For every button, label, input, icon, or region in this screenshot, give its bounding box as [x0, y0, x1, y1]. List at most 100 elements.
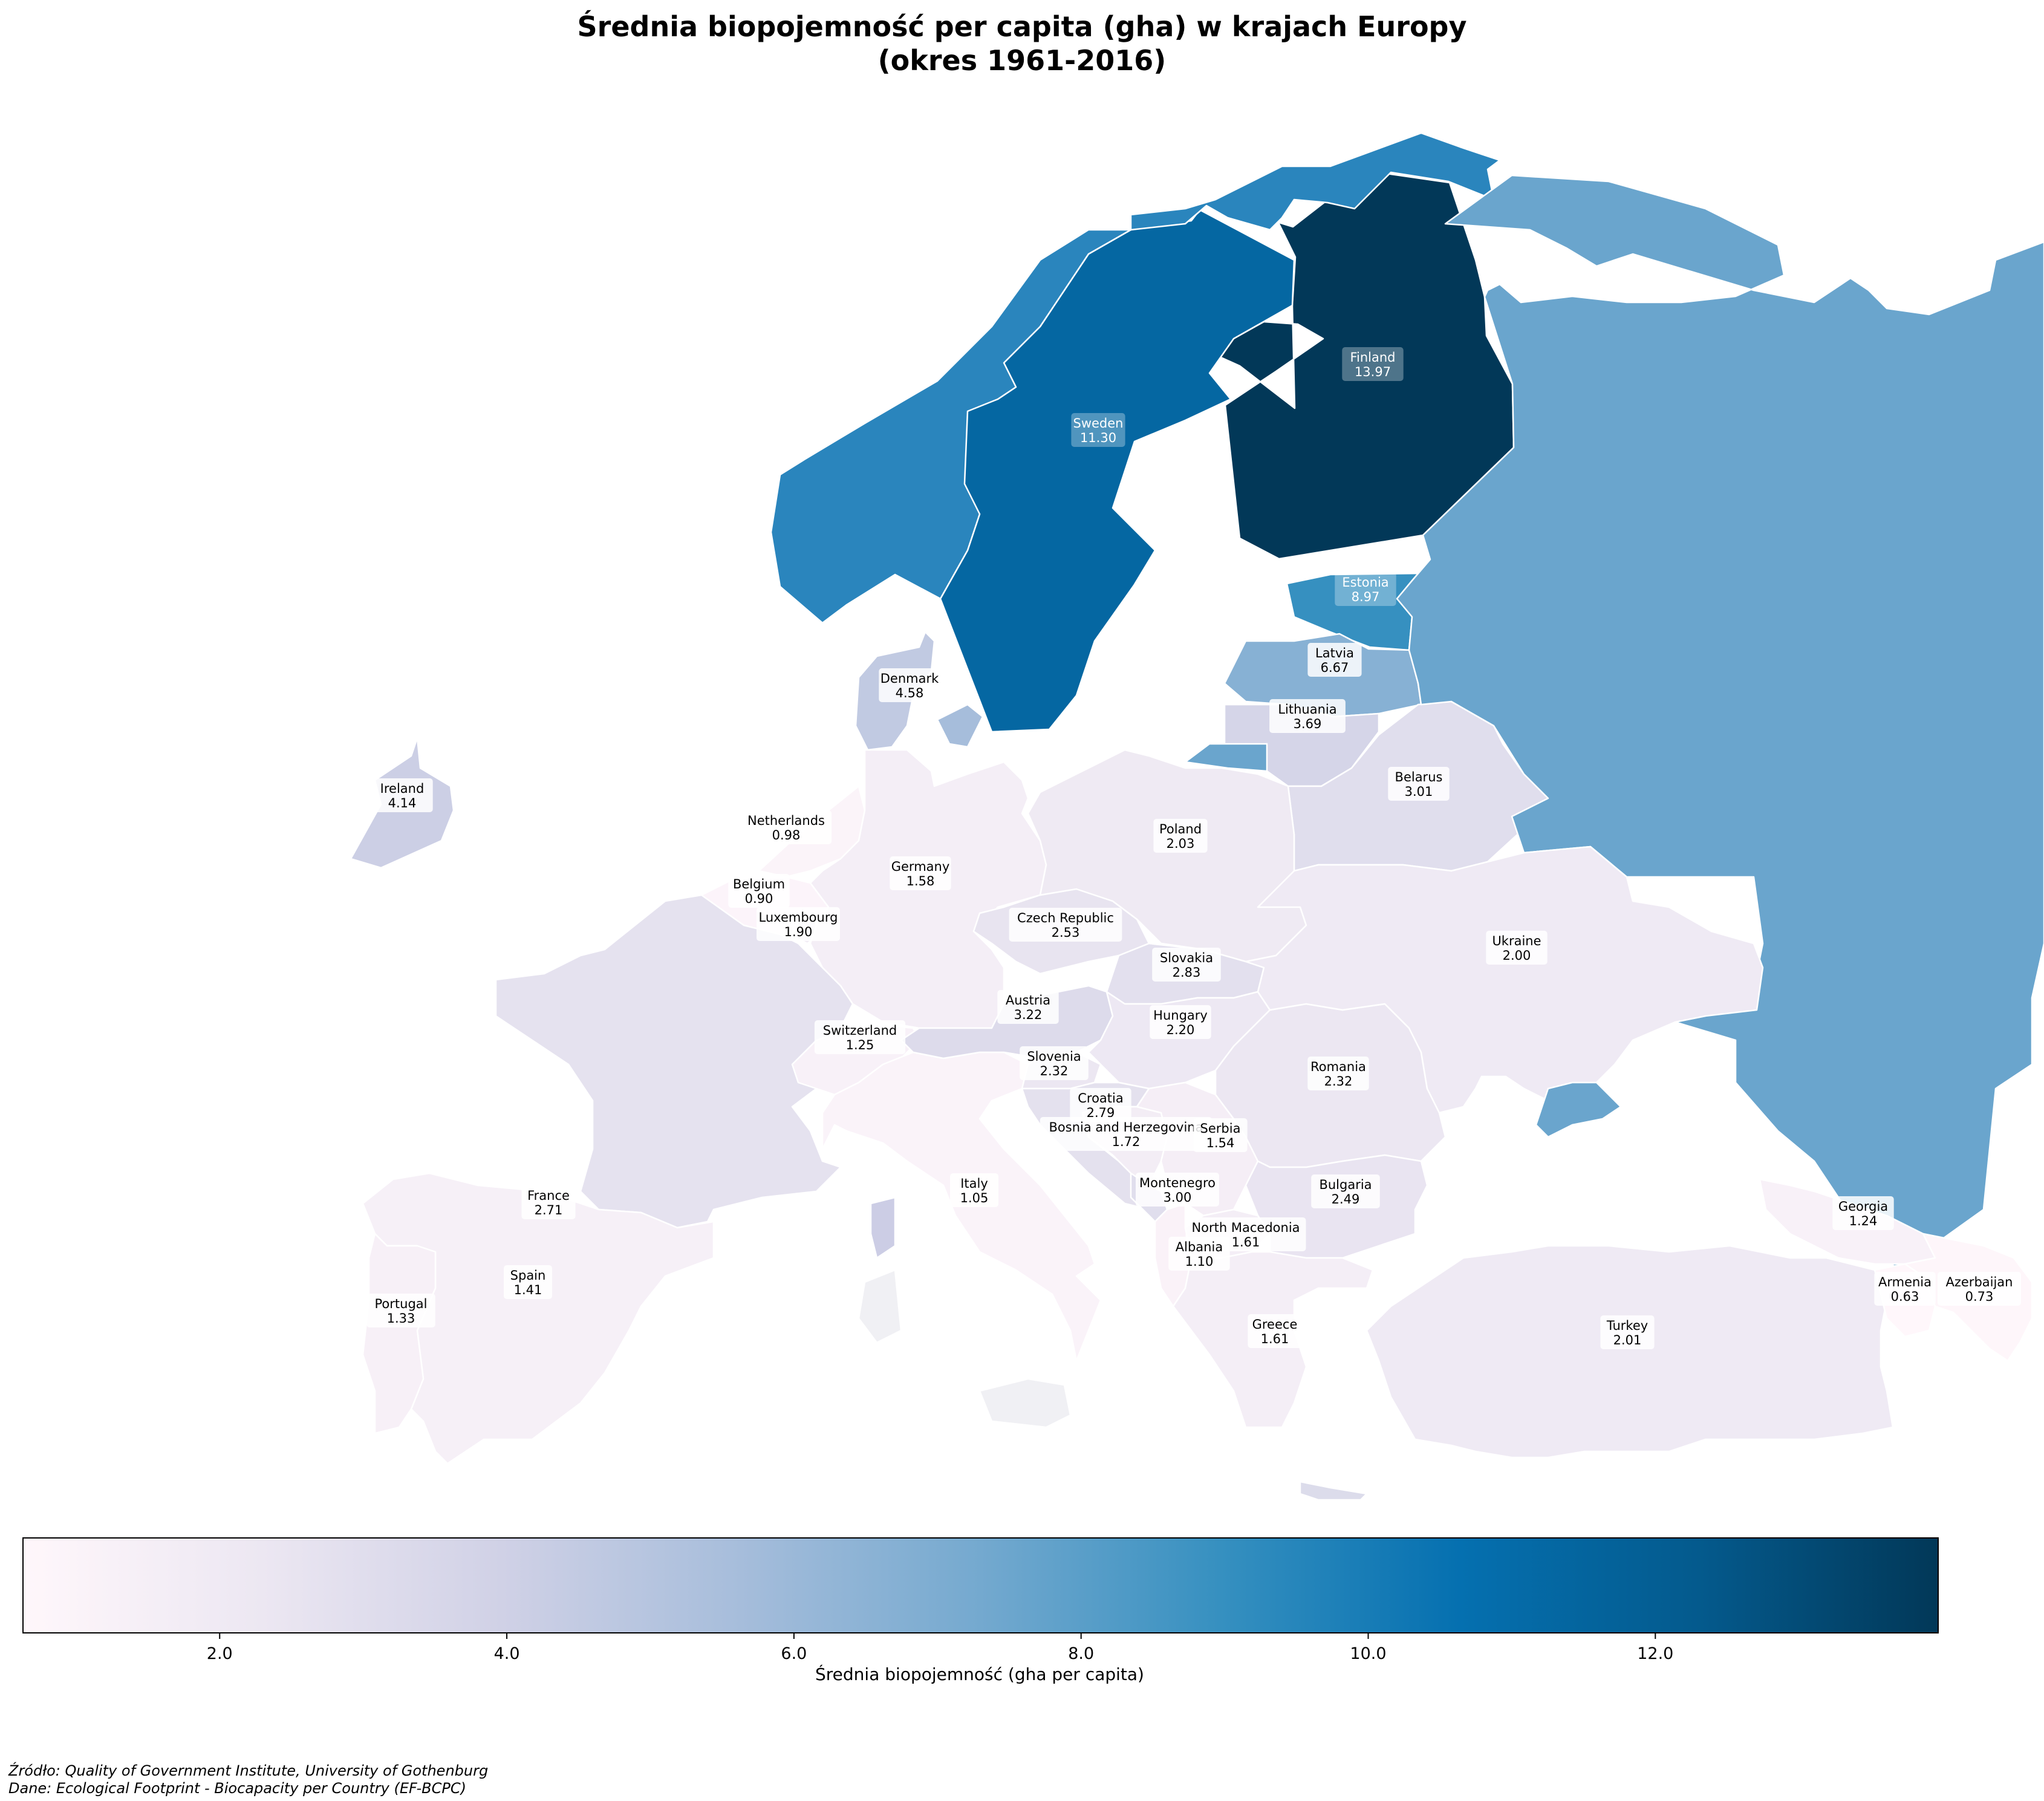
- label-country-name: Spain: [510, 1268, 546, 1283]
- island-shape: [1535, 1081, 1622, 1138]
- label-box: [1342, 347, 1404, 381]
- label-country-value: 2.01: [1613, 1333, 1642, 1347]
- label-country-name: Turkey: [1606, 1318, 1648, 1333]
- label-country-value: 8.97: [1352, 590, 1380, 604]
- country-russia: [1396, 174, 2044, 1271]
- label-country-value: 1.24: [1849, 1214, 1878, 1228]
- label-country-name: Lithuania: [1278, 702, 1336, 717]
- colorbar-tick-label: 10.0: [1350, 1644, 1386, 1663]
- label-country-name: Luxembourg: [759, 910, 838, 925]
- label-box: [1269, 699, 1346, 733]
- label-box: [950, 1173, 998, 1207]
- label-country-name: Bosnia and Herzegovina: [1049, 1120, 1203, 1135]
- label-country-name: Slovakia: [1160, 951, 1213, 965]
- label-country-value: 2.49: [1332, 1192, 1360, 1207]
- island-shape: [936, 703, 984, 748]
- colorbar-ticks: 2.0 4.0 6.0 8.0 10.0 12.0: [207, 1633, 1673, 1663]
- label-country-name: Georgia: [1838, 1199, 1888, 1214]
- label-country-name: Denmark: [880, 671, 939, 686]
- label-box: [1874, 1272, 1936, 1306]
- label-box: [740, 810, 832, 844]
- label-country-value: 1.61: [1261, 1332, 1289, 1346]
- label-box: [1311, 1174, 1380, 1208]
- label-country-name: Switzerland: [823, 1023, 897, 1038]
- label-country-name: Bulgaria: [1319, 1177, 1372, 1192]
- colorbar-gradient: [22, 1537, 1939, 1633]
- label-box: [1150, 1005, 1211, 1039]
- label-box: [1152, 948, 1221, 982]
- map-title-line-2: (okres 1961-2016): [877, 44, 1167, 77]
- label-country-value: 0.73: [1965, 1289, 1994, 1304]
- label-country-name: Croatia: [1078, 1091, 1124, 1106]
- label-country-name: Greece: [1252, 1317, 1298, 1332]
- label-country-value: 2.00: [1503, 948, 1531, 963]
- label-country-name: Netherlands: [747, 813, 825, 828]
- label-country-value: 4.58: [896, 686, 924, 700]
- island-shape: [870, 1196, 896, 1260]
- label-box: [1307, 1057, 1369, 1090]
- colorbar-tick-label: 12.0: [1637, 1644, 1673, 1663]
- label-country-name: Albania: [1176, 1240, 1223, 1254]
- label-country-value: 1.41: [514, 1283, 542, 1297]
- label-country-value: 1.58: [906, 874, 935, 888]
- label-box: [814, 1020, 906, 1054]
- label-box: [757, 907, 840, 941]
- label-country-name: Montenegro: [1139, 1176, 1216, 1190]
- colorbar-tick-label: 2.0: [207, 1644, 233, 1663]
- label-country-value: 4.14: [388, 796, 417, 810]
- label-country-value: 2.71: [535, 1203, 563, 1217]
- label-box: [1071, 413, 1125, 447]
- label-box: [879, 668, 940, 702]
- label-country-value: 1.90: [784, 925, 813, 939]
- country-france: [495, 894, 854, 1229]
- country-turkey: [1365, 1245, 1894, 1459]
- label-country-name: North Macedonia: [1191, 1220, 1300, 1235]
- label-country-name: Armenia: [1878, 1275, 1932, 1289]
- label-country-value: 3.22: [1014, 1008, 1043, 1022]
- colorbar-label: Średnia biopojemność (gha per capita): [815, 1664, 1144, 1684]
- label-country-name: Serbia: [1200, 1121, 1241, 1136]
- label-country-value: 1.25: [846, 1038, 874, 1052]
- label-country-name: France: [527, 1188, 570, 1203]
- label-box: [1938, 1272, 2021, 1306]
- label-box: [1486, 931, 1548, 965]
- label-country-name: Czech Republic: [1017, 911, 1114, 925]
- label-box: [1248, 1314, 1302, 1348]
- label-country-value: 2.03: [1167, 836, 1195, 851]
- colorbar-tick-label: 6.0: [781, 1644, 807, 1663]
- footer-source: Źródło: Quality of Government Institute,…: [8, 1762, 489, 1779]
- island-shape: [1299, 1480, 1369, 1501]
- label-box: [1040, 1117, 1212, 1151]
- colorbar-tick-label: 4.0: [494, 1644, 520, 1663]
- label-box: [504, 1265, 552, 1299]
- label-country-value: 3.01: [1405, 784, 1433, 799]
- label-box: [890, 856, 951, 890]
- label-country-name: Germany: [891, 859, 950, 874]
